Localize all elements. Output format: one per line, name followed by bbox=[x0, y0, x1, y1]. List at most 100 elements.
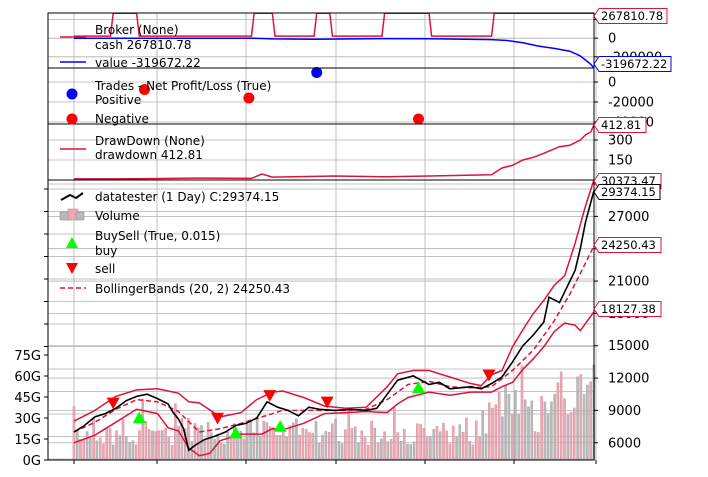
volume-bar bbox=[501, 416, 504, 461]
volume-bar bbox=[262, 421, 265, 461]
volume-bar bbox=[154, 431, 157, 461]
series-layer bbox=[73, 12, 595, 457]
volume-bar bbox=[550, 401, 553, 461]
sell-marker bbox=[482, 369, 496, 382]
volume-bar bbox=[203, 439, 207, 461]
bollinger-top-line bbox=[73, 179, 595, 422]
volume-bar bbox=[357, 442, 360, 461]
volume-bar bbox=[138, 430, 141, 461]
y-tick-label: 9000 bbox=[608, 404, 641, 419]
volume-bar bbox=[219, 442, 223, 461]
volume-tick-label: 30G bbox=[14, 412, 41, 427]
volume-bar bbox=[442, 423, 445, 461]
volume-bar bbox=[458, 424, 462, 461]
volume-bar bbox=[249, 420, 252, 461]
volume-bar bbox=[223, 444, 226, 461]
volume-bar bbox=[589, 381, 592, 461]
volume-bar bbox=[272, 427, 275, 461]
volume-bar bbox=[161, 430, 164, 461]
volume-bar bbox=[105, 428, 108, 461]
volume-bar bbox=[259, 436, 262, 461]
legend-close-swatch bbox=[60, 192, 84, 201]
volume-bar bbox=[481, 410, 484, 461]
volume-bar bbox=[79, 439, 82, 461]
label-bb-mid-last-box bbox=[593, 237, 662, 253]
broker-value-line bbox=[74, 37, 595, 69]
y-tick-label: 21000 bbox=[608, 275, 649, 290]
bollinger-bottom-line bbox=[73, 311, 595, 457]
volume-bar bbox=[265, 422, 269, 461]
y-tick-label: 0 bbox=[608, 32, 616, 47]
trade-negative-point bbox=[243, 92, 255, 104]
volume-bar bbox=[291, 422, 295, 461]
trade-negative-point bbox=[413, 113, 425, 125]
volume-bar bbox=[229, 435, 233, 461]
volume-bar bbox=[98, 437, 102, 461]
volume-bar bbox=[553, 393, 556, 461]
volume-bar bbox=[546, 413, 550, 461]
legend-datatester-label: datatester (1 Day) C:29374.15 bbox=[95, 190, 279, 204]
volume-bar bbox=[255, 418, 259, 461]
volume-bar bbox=[445, 430, 449, 461]
volume-bar bbox=[419, 424, 422, 461]
volume-bar bbox=[134, 444, 138, 461]
volume-bar bbox=[478, 437, 481, 461]
volume-bar bbox=[579, 374, 583, 461]
volume-bar bbox=[95, 440, 99, 461]
volume-bar bbox=[448, 443, 452, 461]
volume-bar bbox=[573, 407, 576, 461]
volume-bar bbox=[376, 442, 380, 461]
volume-bar bbox=[268, 426, 272, 461]
volume-bar bbox=[108, 428, 112, 461]
volume-bar bbox=[523, 399, 527, 461]
label-bb-mid-last-text: 24250.43 bbox=[601, 238, 656, 252]
volume-bar bbox=[89, 437, 92, 461]
volume-bar bbox=[517, 413, 520, 461]
volume-bar bbox=[432, 429, 435, 461]
volume-bar bbox=[216, 434, 220, 461]
volume-tick-label: 75G bbox=[14, 349, 41, 364]
volume-bar bbox=[468, 441, 471, 461]
volume-bar bbox=[507, 394, 511, 461]
sell-marker bbox=[320, 396, 334, 409]
volume-bar bbox=[474, 420, 478, 461]
volume-bar bbox=[537, 432, 540, 461]
volume-bar bbox=[167, 437, 171, 461]
label-drawdown-last: 412.81 bbox=[593, 117, 647, 133]
volume-bar bbox=[246, 424, 249, 461]
volume-bar bbox=[121, 419, 125, 461]
volume-bar bbox=[174, 403, 177, 461]
volume-bar bbox=[317, 443, 321, 461]
legend-drawdown-title: DrawDown (None) bbox=[95, 134, 205, 148]
volume-bar bbox=[288, 425, 292, 461]
label-value-last: -319672.22 bbox=[593, 56, 672, 72]
volume-bar bbox=[128, 442, 131, 461]
axes-frames bbox=[47, 12, 595, 461]
volume-bar bbox=[347, 407, 350, 461]
volume-bar bbox=[514, 390, 517, 461]
volume-bar bbox=[416, 423, 419, 461]
volume-bar bbox=[396, 432, 399, 461]
legend-volume-label: Volume bbox=[95, 209, 140, 223]
volume-bar bbox=[76, 431, 79, 461]
volume-bar bbox=[465, 417, 468, 461]
volume-bar bbox=[582, 394, 586, 461]
y-tick-label: 12000 bbox=[608, 372, 649, 387]
label-close-last-box bbox=[593, 184, 661, 200]
volume-bar bbox=[438, 431, 442, 461]
volume-bar bbox=[327, 432, 331, 461]
volume-bar bbox=[510, 413, 514, 461]
volume-bar bbox=[102, 443, 105, 461]
legend-buy-swatch bbox=[66, 237, 78, 248]
label-value-last-box bbox=[593, 56, 672, 72]
buy-marker bbox=[412, 381, 426, 393]
volume-bar bbox=[435, 425, 439, 461]
volume-bar bbox=[403, 429, 406, 461]
y-tick-label: 15000 bbox=[608, 339, 649, 354]
volume-bar bbox=[111, 444, 115, 461]
buy-marker bbox=[273, 420, 287, 432]
volume-bar bbox=[360, 430, 364, 461]
volume-bar bbox=[278, 435, 282, 461]
last-value-labels: 267810.78-319672.22412.8130373.4729374.1… bbox=[593, 8, 672, 317]
